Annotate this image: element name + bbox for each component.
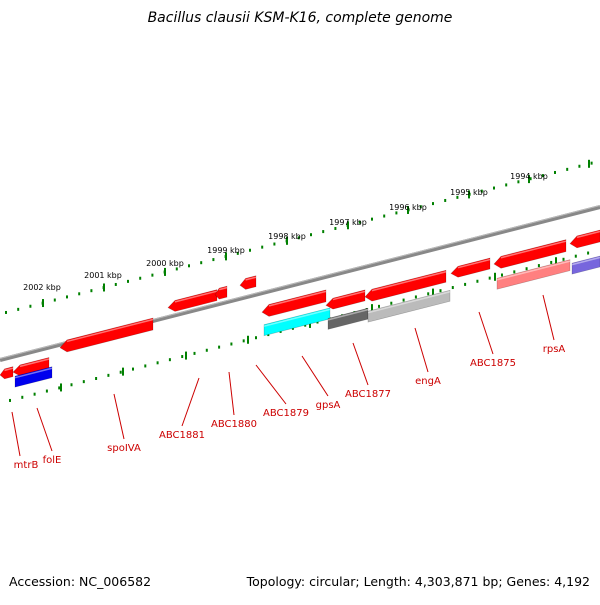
accession-text: Accession: NC_006582 (9, 574, 152, 589)
leader-line (478, 311, 494, 355)
gene-blue-shine (14, 367, 53, 379)
leader-line (11, 411, 21, 457)
gene-blue (14, 366, 53, 388)
gene-label-ABC1875: ABC1875 (470, 358, 516, 369)
gene-ABC1875-shine (457, 258, 491, 269)
gene-label-ABC1880: ABC1880 (211, 419, 257, 430)
scale-label-1996: 1996 kbp (389, 203, 427, 212)
gene-spoIVA (59, 317, 154, 353)
leader-line (113, 393, 125, 440)
scale-label-2000: 2000 kbp (146, 259, 184, 268)
gene-label-ABC1879: ABC1879 (263, 408, 309, 419)
gene-label-spoIVA: spoIVA (107, 443, 141, 454)
gene-spoIVA-shine (66, 318, 154, 343)
gene-purple-shine (571, 256, 600, 266)
leader-line (352, 342, 369, 386)
gene-engA (364, 269, 447, 302)
map-title: Bacillus clausii KSM-K16, complete genom… (147, 10, 453, 26)
gene-label-ABC1877: ABC1877 (345, 389, 391, 400)
outer-scale-ticks (5, 159, 593, 314)
genome-summary-text: Topology: circular; Length: 4,303,871 bp… (246, 574, 590, 589)
gene-ABC1875 (450, 257, 491, 278)
scale-label-1995: 1995 kbp (450, 188, 488, 197)
gene-light-gray (367, 289, 451, 323)
gene-purple (571, 255, 600, 275)
gene-label-leaders (11, 294, 555, 457)
gene-features (0, 229, 600, 388)
scale-label-1999: 1999 kbp (207, 246, 245, 255)
gene-ABC1880-shine (219, 286, 228, 291)
scale-label-2001: 2001 kbp (84, 271, 122, 280)
gene-label-gpsA: gpsA (316, 400, 341, 411)
scale-label-1997: 1997 kbp (329, 218, 367, 227)
gene-label-folE: folE (43, 455, 62, 466)
gene-cyan-shine (263, 308, 331, 327)
scale-label-2002: 2002 kbp (23, 283, 61, 292)
leader-line (542, 294, 555, 341)
gene-ABC1879 (239, 275, 257, 290)
gene-mtrB-shine (4, 367, 14, 372)
gene-gpsA (261, 289, 327, 317)
gene-dark-gray-shine (327, 308, 369, 321)
gene-label-ABC1881: ABC1881 (159, 430, 205, 441)
gene-light-gray-shine (367, 291, 451, 314)
gene-ABC1881-shine (174, 290, 218, 303)
gene-gpsA-shine (268, 290, 327, 307)
leader-line (301, 355, 329, 397)
leader-line (181, 377, 200, 427)
scale-label-1998: 1998 kbp (268, 232, 306, 241)
gene-label-engA: engA (415, 376, 441, 387)
gene-right-edge (569, 229, 600, 249)
leader-line (36, 407, 53, 452)
scale-label-1994: 1994 kbp (510, 172, 548, 181)
gene-mtrB (0, 366, 14, 380)
gene-rpsA (493, 239, 567, 269)
leader-line (255, 364, 287, 405)
gene-pink (496, 259, 571, 290)
gene-label-mtrB: mtrB (14, 460, 39, 471)
gene-rpsA-shine (500, 240, 567, 259)
gene-label-rpsA: rpsA (543, 344, 566, 355)
gene-right-edge-shine (576, 230, 600, 239)
gene-pink-shine (496, 260, 571, 281)
gene-ABC1879-shine (245, 276, 257, 281)
gene-engA-shine (371, 271, 447, 292)
gene-ABC1880 (214, 285, 228, 300)
gene-ABC1877 (325, 289, 366, 310)
gene-folE-shine (19, 358, 50, 368)
gene-ABC1877-shine (332, 290, 366, 301)
leader-line (228, 371, 235, 416)
leader-line (414, 327, 429, 373)
